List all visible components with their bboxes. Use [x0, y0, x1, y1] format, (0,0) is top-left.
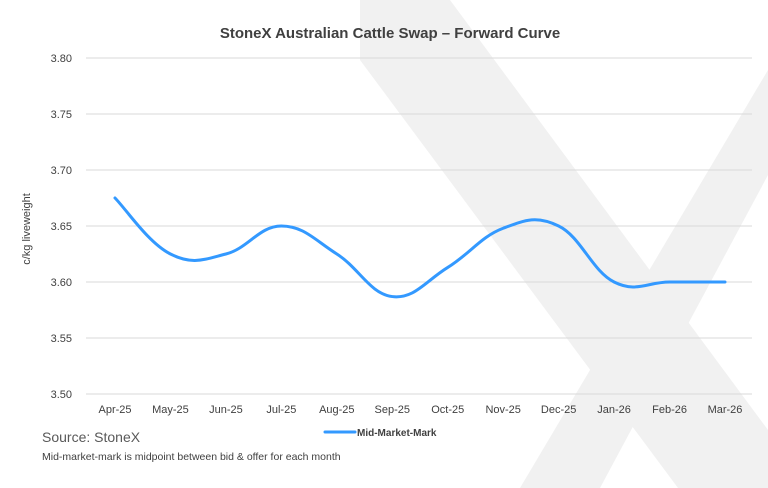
y-tick-label: 3.75	[51, 109, 72, 121]
y-axis: 3.50 3.55 3.60 3.65 3.70 3.75 3.80	[51, 53, 72, 401]
y-axis-title: c/kg liveweight	[21, 193, 33, 265]
footnote: Mid-market-mark is midpoint between bid …	[42, 451, 341, 463]
y-tick-label: 3.80	[51, 53, 72, 65]
legend: Mid-Market-Mark	[323, 428, 437, 439]
grid	[86, 57, 752, 395]
y-tick-label: 3.65	[51, 221, 72, 233]
x-tick-label: May-25	[152, 404, 189, 416]
source-label: Source: StoneX	[42, 429, 141, 445]
x-tick-label: Feb-26	[652, 404, 687, 416]
y-tick-label: 3.70	[51, 165, 72, 177]
x-tick-label: Jun-25	[209, 404, 243, 416]
y-tick-label: 3.55	[51, 333, 72, 345]
x-tick-label: Dec-25	[541, 404, 576, 416]
chart-title: StoneX Australian Cattle Swap – Forward …	[220, 25, 560, 42]
series-layer	[113, 196, 727, 299]
x-tick-label: Oct-25	[431, 404, 464, 416]
x-tick-label: Jan-26	[597, 404, 631, 416]
x-tick-label: Mar-26	[708, 404, 743, 416]
y-tick-label: 3.50	[51, 389, 72, 401]
watermark-logo	[360, 0, 768, 488]
legend-label: Mid-Market-Mark	[357, 428, 437, 439]
series-line-mid-market-mark	[113, 196, 727, 299]
x-tick-label: Aug-25	[319, 404, 354, 416]
x-tick-label: Sep-25	[375, 404, 410, 416]
y-tick-label: 3.60	[51, 277, 72, 289]
watermark-stroke-main	[360, 0, 768, 488]
x-axis: Apr-25 May-25 Jun-25 Jul-25 Aug-25 Sep-25 Oct-…	[98, 404, 742, 416]
x-tick-label: Apr-25	[98, 404, 131, 416]
watermark-stroke-cross	[520, 70, 768, 488]
x-tick-label: Jul-25	[266, 404, 296, 416]
x-tick-label: Nov-25	[485, 404, 520, 416]
